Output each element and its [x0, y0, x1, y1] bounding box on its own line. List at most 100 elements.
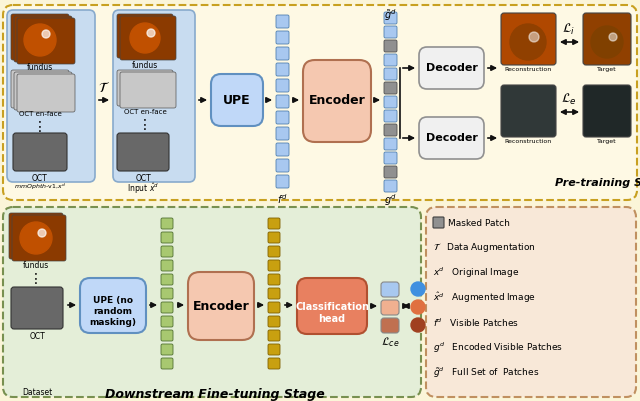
- Text: UPE: UPE: [223, 93, 251, 107]
- FancyBboxPatch shape: [384, 180, 397, 192]
- FancyBboxPatch shape: [433, 217, 444, 228]
- FancyBboxPatch shape: [276, 127, 289, 140]
- Text: Target: Target: [597, 67, 617, 72]
- FancyBboxPatch shape: [11, 70, 69, 108]
- Circle shape: [20, 222, 52, 254]
- FancyBboxPatch shape: [12, 215, 66, 261]
- FancyBboxPatch shape: [268, 232, 280, 243]
- FancyBboxPatch shape: [268, 344, 280, 355]
- FancyBboxPatch shape: [161, 274, 173, 285]
- Text: $x^d$   Original Image: $x^d$ Original Image: [433, 266, 519, 280]
- Text: Masked Patch: Masked Patch: [448, 219, 510, 227]
- Text: $\tilde{g}^d$: $\tilde{g}^d$: [384, 7, 396, 23]
- Text: fundus: fundus: [23, 261, 49, 270]
- FancyBboxPatch shape: [384, 54, 397, 66]
- Circle shape: [591, 26, 623, 58]
- Text: masking): masking): [90, 318, 136, 327]
- FancyBboxPatch shape: [384, 138, 397, 150]
- FancyBboxPatch shape: [384, 166, 397, 178]
- Text: $g^d$   Encoded Visible Patches: $g^d$ Encoded Visible Patches: [433, 341, 563, 355]
- FancyBboxPatch shape: [276, 15, 289, 28]
- FancyBboxPatch shape: [161, 316, 173, 327]
- FancyBboxPatch shape: [268, 274, 280, 285]
- Text: $f^d$   Visible Patches: $f^d$ Visible Patches: [433, 317, 519, 329]
- FancyBboxPatch shape: [381, 318, 399, 333]
- Text: $\mathcal{T}$: $\mathcal{T}$: [98, 81, 110, 95]
- FancyBboxPatch shape: [11, 14, 69, 60]
- FancyBboxPatch shape: [276, 31, 289, 44]
- FancyBboxPatch shape: [211, 74, 263, 126]
- Text: $\hat{x}^d$   Augmented Image: $\hat{x}^d$ Augmented Image: [433, 291, 536, 305]
- Text: $g^d$: $g^d$: [383, 192, 397, 208]
- Circle shape: [411, 282, 425, 296]
- FancyBboxPatch shape: [161, 232, 173, 243]
- Text: OCT: OCT: [32, 174, 48, 183]
- FancyBboxPatch shape: [120, 16, 176, 60]
- FancyBboxPatch shape: [381, 282, 399, 297]
- Circle shape: [529, 32, 539, 42]
- FancyBboxPatch shape: [583, 13, 631, 65]
- Text: Downstream Fine-tuning Stage: Downstream Fine-tuning Stage: [105, 388, 325, 401]
- FancyBboxPatch shape: [161, 260, 173, 271]
- Circle shape: [130, 23, 160, 53]
- FancyBboxPatch shape: [268, 260, 280, 271]
- Text: fundus: fundus: [132, 61, 158, 70]
- Text: $\mathcal{L}_i$: $\mathcal{L}_i$: [563, 22, 575, 37]
- Text: Input $\hat{x}^d$: Input $\hat{x}^d$: [127, 182, 159, 196]
- FancyBboxPatch shape: [384, 96, 397, 108]
- FancyBboxPatch shape: [117, 14, 173, 58]
- Text: ⋮: ⋮: [29, 272, 43, 286]
- Circle shape: [411, 318, 425, 332]
- FancyBboxPatch shape: [276, 175, 289, 188]
- Text: $\mathcal{T}$   Data Augmentation: $\mathcal{T}$ Data Augmentation: [433, 241, 536, 255]
- FancyBboxPatch shape: [17, 74, 75, 112]
- Text: OCT en-face: OCT en-face: [124, 109, 166, 115]
- Text: Reconstruction: Reconstruction: [504, 139, 552, 144]
- FancyBboxPatch shape: [113, 10, 195, 182]
- Text: ⋮: ⋮: [138, 118, 152, 132]
- Text: Encoder: Encoder: [193, 300, 250, 312]
- FancyBboxPatch shape: [117, 133, 169, 171]
- FancyBboxPatch shape: [161, 288, 173, 299]
- Circle shape: [24, 24, 56, 56]
- FancyBboxPatch shape: [501, 85, 556, 137]
- Text: Target: Target: [597, 139, 617, 144]
- Text: OCT en-face: OCT en-face: [19, 111, 61, 117]
- FancyBboxPatch shape: [419, 117, 484, 159]
- FancyBboxPatch shape: [381, 300, 399, 315]
- Text: ⋮: ⋮: [33, 120, 47, 134]
- FancyBboxPatch shape: [276, 47, 289, 60]
- Text: $\mathcal{L}_e$: $\mathcal{L}_e$: [561, 92, 577, 107]
- Text: fundus: fundus: [27, 63, 53, 72]
- FancyBboxPatch shape: [14, 72, 72, 110]
- FancyBboxPatch shape: [3, 207, 421, 397]
- FancyBboxPatch shape: [419, 47, 484, 89]
- FancyBboxPatch shape: [188, 272, 254, 340]
- Text: $\tilde{g}^d$   Full Set of  Patches: $\tilde{g}^d$ Full Set of Patches: [433, 366, 540, 380]
- FancyBboxPatch shape: [9, 213, 63, 259]
- FancyBboxPatch shape: [276, 63, 289, 76]
- FancyBboxPatch shape: [120, 72, 176, 108]
- Circle shape: [38, 229, 46, 237]
- Circle shape: [411, 300, 425, 314]
- FancyBboxPatch shape: [426, 207, 636, 397]
- FancyBboxPatch shape: [11, 287, 63, 329]
- FancyBboxPatch shape: [117, 70, 173, 106]
- FancyBboxPatch shape: [268, 330, 280, 341]
- FancyBboxPatch shape: [3, 5, 637, 200]
- FancyBboxPatch shape: [17, 18, 75, 64]
- FancyBboxPatch shape: [276, 143, 289, 156]
- FancyBboxPatch shape: [268, 358, 280, 369]
- FancyBboxPatch shape: [384, 12, 397, 24]
- FancyBboxPatch shape: [297, 278, 367, 334]
- Text: Dataset: Dataset: [22, 388, 52, 397]
- FancyBboxPatch shape: [161, 358, 173, 369]
- FancyBboxPatch shape: [501, 13, 556, 65]
- FancyBboxPatch shape: [268, 316, 280, 327]
- Text: Decoder: Decoder: [426, 133, 478, 143]
- FancyBboxPatch shape: [268, 302, 280, 313]
- FancyBboxPatch shape: [14, 16, 72, 62]
- Circle shape: [609, 33, 617, 41]
- FancyBboxPatch shape: [161, 302, 173, 313]
- Text: OCT: OCT: [29, 332, 45, 341]
